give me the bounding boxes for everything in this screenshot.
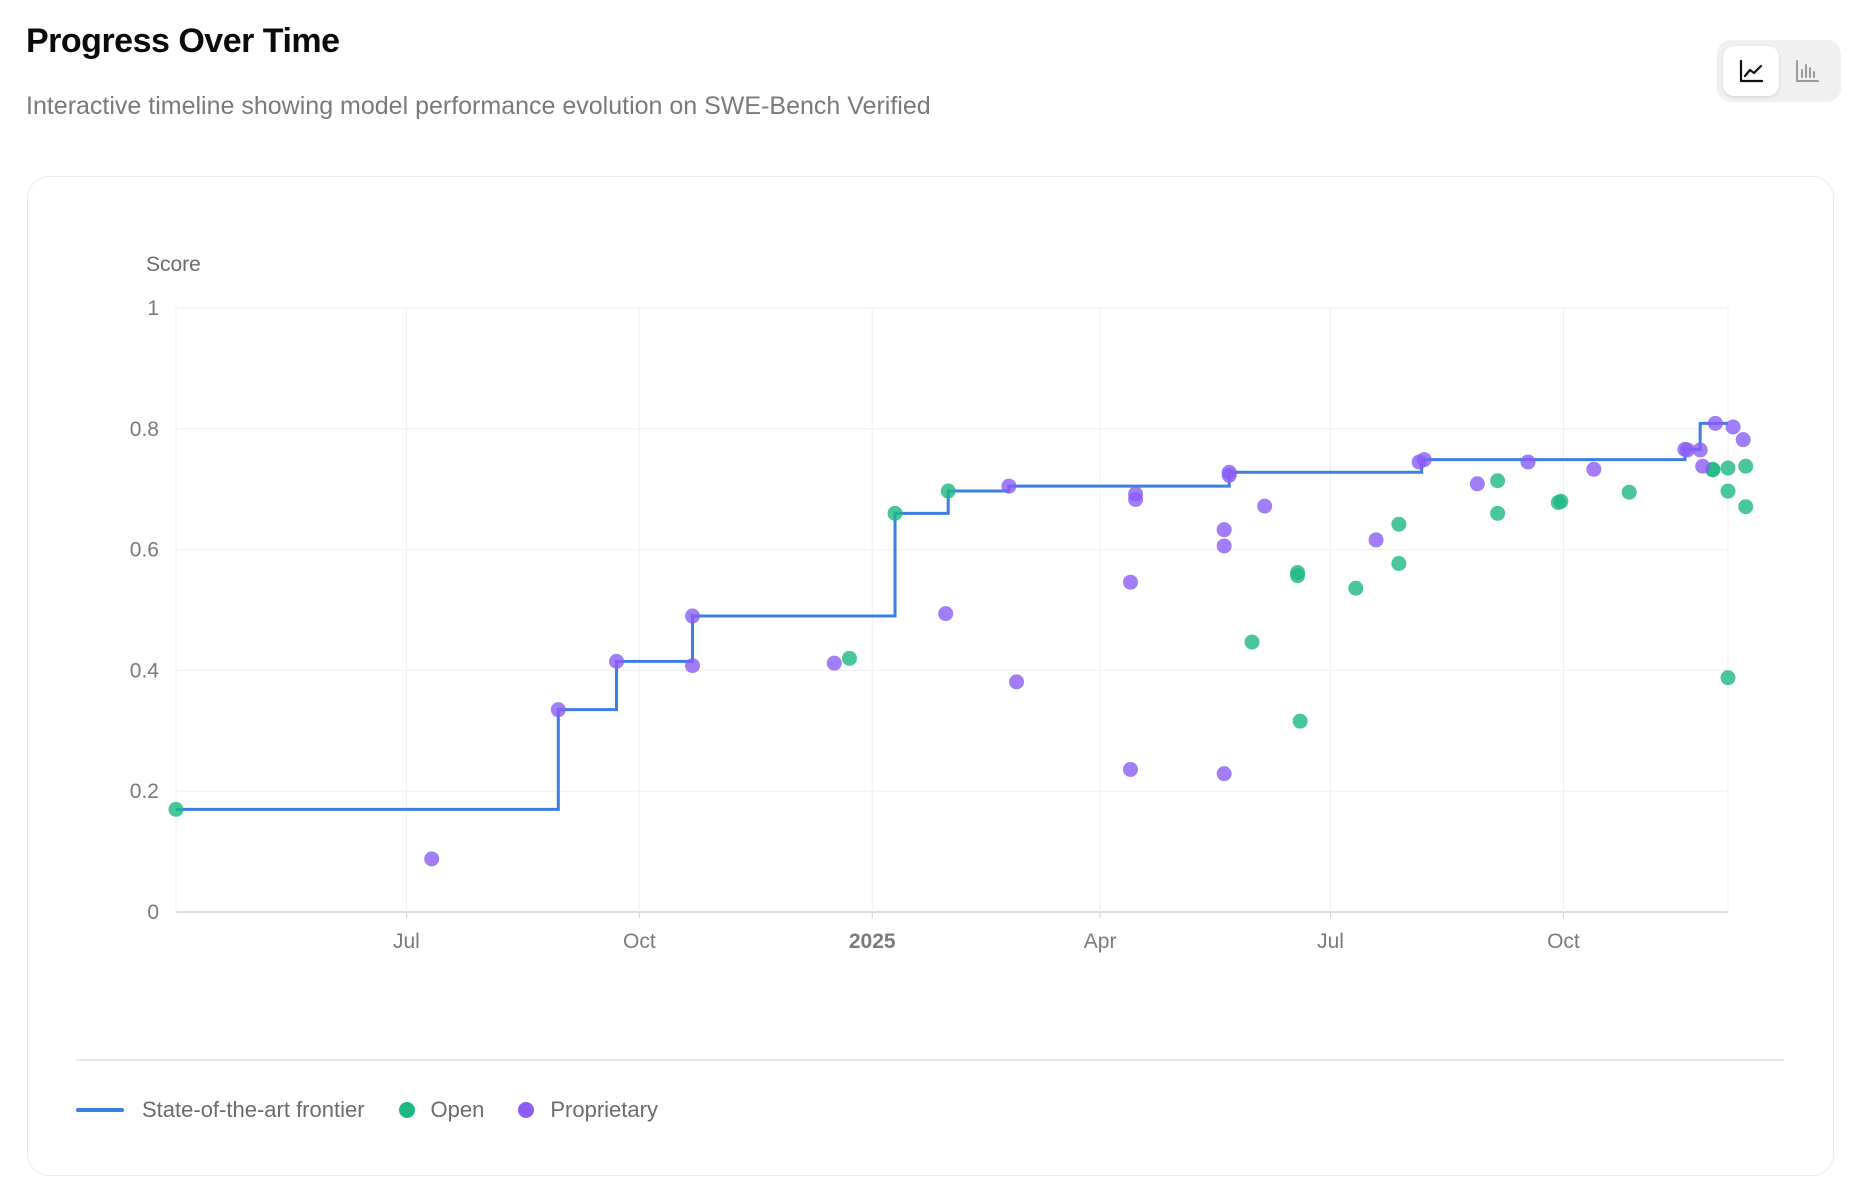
- proprietary-model-point[interactable]: [1416, 452, 1432, 468]
- bar-chart-icon: [1796, 60, 1819, 82]
- proprietary-model-point[interactable]: [1122, 761, 1138, 777]
- proprietary-model-point[interactable]: [1469, 476, 1485, 492]
- proprietary-model-point[interactable]: [1216, 538, 1232, 554]
- chart-card: [27, 176, 1834, 1176]
- page-subtitle: Interactive timeline showing model perfo…: [26, 92, 931, 120]
- proprietary-model-point[interactable]: [1368, 532, 1384, 548]
- x-tick-label: Jul: [393, 930, 420, 953]
- line-chart-view-button[interactable]: [1723, 46, 1779, 96]
- x-tick-label: Oct: [1547, 930, 1580, 953]
- proprietary-model-point[interactable]: [1520, 454, 1536, 470]
- y-tick-label: 0.6: [130, 539, 159, 562]
- open-model-point[interactable]: [940, 483, 956, 499]
- proprietary-model-point[interactable]: [938, 606, 954, 622]
- legend-proprietary-label: Proprietary: [550, 1097, 658, 1122]
- proprietary-model-point[interactable]: [1707, 415, 1723, 431]
- legend-item-proprietary[interactable]: Proprietary: [518, 1097, 658, 1123]
- proprietary-model-point[interactable]: [1128, 491, 1144, 507]
- x-tick-label: Jul: [1317, 930, 1344, 953]
- open-model-point[interactable]: [1720, 670, 1736, 686]
- y-tick-label: 0: [147, 901, 159, 924]
- open-model-point[interactable]: [1292, 713, 1308, 729]
- proprietary-model-point[interactable]: [684, 608, 700, 624]
- y-tick-label: 0.8: [130, 418, 159, 441]
- proprietary-model-point[interactable]: [1257, 498, 1273, 514]
- proprietary-model-point[interactable]: [1695, 458, 1711, 474]
- open-model-point[interactable]: [1738, 458, 1754, 474]
- proprietary-model-point[interactable]: [1216, 766, 1232, 782]
- proprietary-model-point[interactable]: [1586, 461, 1602, 477]
- proprietary-model-point[interactable]: [550, 702, 566, 718]
- proprietary-model-point[interactable]: [1122, 574, 1138, 590]
- proprietary-model-point[interactable]: [1692, 442, 1708, 458]
- proprietary-model-point[interactable]: [1001, 478, 1017, 494]
- y-tick-label: 1: [147, 297, 159, 320]
- open-model-point[interactable]: [841, 650, 857, 666]
- open-model-point[interactable]: [168, 801, 184, 817]
- open-model-point[interactable]: [1391, 555, 1407, 571]
- proprietary-model-point[interactable]: [609, 653, 625, 669]
- proprietary-model-point[interactable]: [1735, 432, 1751, 448]
- open-model-point[interactable]: [1720, 483, 1736, 499]
- open-model-point[interactable]: [1348, 580, 1364, 596]
- open-model-point[interactable]: [1290, 568, 1306, 584]
- proprietary-dot-swatch: [518, 1102, 535, 1118]
- proprietary-model-point[interactable]: [1009, 674, 1025, 690]
- x-tick-label: Oct: [623, 930, 656, 953]
- x-tick-label: Apr: [1084, 930, 1117, 953]
- open-model-point[interactable]: [1391, 516, 1407, 532]
- open-model-point[interactable]: [1244, 634, 1260, 650]
- open-model-point[interactable]: [1490, 473, 1506, 489]
- open-model-point[interactable]: [1720, 460, 1736, 476]
- proprietary-model-point[interactable]: [826, 655, 842, 671]
- open-dot-swatch: [398, 1102, 415, 1118]
- proprietary-model-point[interactable]: [1221, 467, 1237, 483]
- x-tick-label: 2025: [849, 930, 896, 953]
- legend-item-frontier[interactable]: State-of-the-art frontier: [76, 1097, 365, 1123]
- open-model-point[interactable]: [1621, 484, 1637, 500]
- frontier-line-swatch: [76, 1108, 124, 1112]
- legend-frontier-label: State-of-the-art frontier: [142, 1097, 365, 1122]
- legend-item-open[interactable]: Open: [398, 1097, 485, 1123]
- y-tick-label: 0.2: [130, 780, 159, 803]
- proprietary-model-point[interactable]: [1725, 419, 1741, 435]
- line-chart-icon: [1739, 59, 1764, 83]
- proprietary-model-point[interactable]: [424, 851, 440, 867]
- open-model-point[interactable]: [887, 505, 903, 521]
- legend-open-label: Open: [430, 1097, 485, 1122]
- y-axis-title: Score: [146, 253, 201, 276]
- proprietary-model-point[interactable]: [1216, 522, 1232, 538]
- open-model-point[interactable]: [1553, 493, 1569, 509]
- proprietary-model-point[interactable]: [684, 658, 700, 674]
- proprietary-model-point[interactable]: [1679, 442, 1695, 458]
- bar-chart-view-button[interactable]: [1779, 46, 1835, 96]
- page-title: Progress Over Time: [26, 22, 340, 60]
- open-model-point[interactable]: [1490, 505, 1506, 521]
- legend-divider: [76, 1059, 1784, 1061]
- chart-legend: State-of-the-art frontier Open Proprieta…: [76, 1094, 692, 1126]
- chart-view-toggle: [1717, 40, 1841, 102]
- open-model-point[interactable]: [1738, 499, 1754, 515]
- y-tick-label: 0.4: [130, 659, 160, 682]
